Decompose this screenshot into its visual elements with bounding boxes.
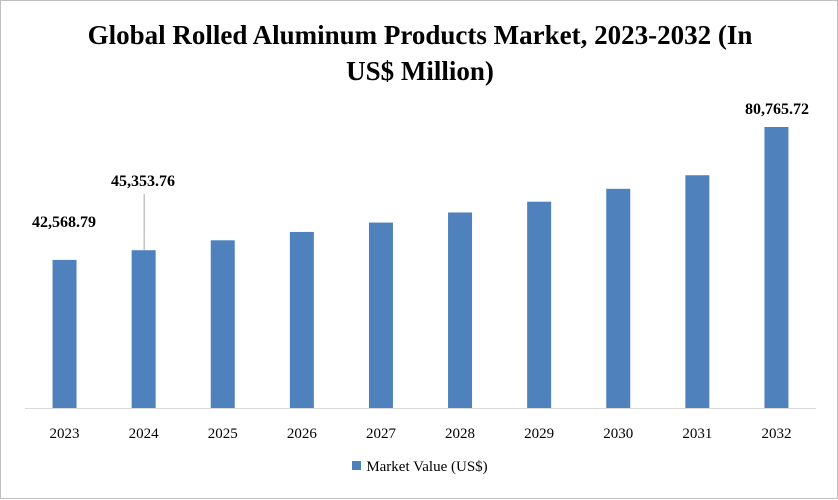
bar-2031 <box>685 175 710 408</box>
x-tick-label-2026: 2026 <box>287 426 318 442</box>
bar-2032 <box>764 127 789 408</box>
data-label-2024: 45,353.76 <box>111 173 175 190</box>
x-tick-label-2032: 2032 <box>761 426 791 442</box>
x-tick-label-2024: 2024 <box>129 426 160 442</box>
legend-label: Market Value (US$) <box>366 459 488 475</box>
data-label-2032: 80,765.72 <box>745 101 809 118</box>
bar-2029 <box>527 201 552 408</box>
bar-2024 <box>131 250 156 408</box>
bar-2026 <box>289 231 314 408</box>
bar-2030 <box>606 188 631 408</box>
chart-title: Global Rolled Aluminum Products Market, … <box>87 20 753 86</box>
bar-2023 <box>52 259 77 408</box>
x-tick-label-2030: 2030 <box>603 426 633 442</box>
x-tick-label-2023: 2023 <box>50 426 80 442</box>
x-tick-label-2025: 2025 <box>208 426 238 442</box>
bar-2025 <box>210 240 235 408</box>
bar-2027 <box>368 222 393 408</box>
bar-2028 <box>448 212 473 408</box>
x-tick-label-2029: 2029 <box>524 426 554 442</box>
x-tick-label-2031: 2031 <box>682 426 712 442</box>
legend: Market Value (US$) <box>1 457 838 477</box>
x-tick-label-2028: 2028 <box>445 426 475 442</box>
data-label-2023: 42,568.79 <box>32 214 96 231</box>
x-tick-label-2027: 2027 <box>366 426 397 442</box>
legend-swatch <box>352 461 362 470</box>
